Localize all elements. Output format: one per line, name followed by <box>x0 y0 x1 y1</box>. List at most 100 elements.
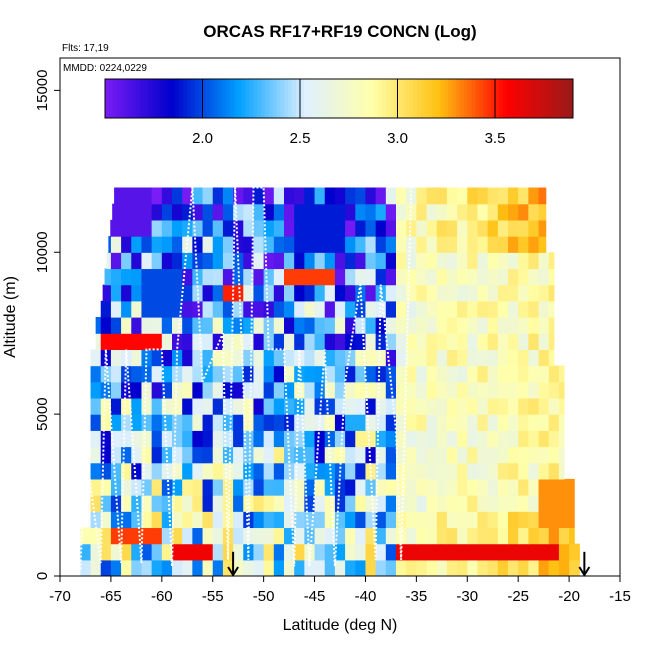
heatmap-cell <box>548 414 560 431</box>
heatmap-cell <box>284 414 295 431</box>
colorbar-segment <box>264 79 270 118</box>
heatmap-cell <box>131 365 143 383</box>
heatmap-cell <box>396 252 407 270</box>
colorbar-tick-label: 3.5 <box>485 130 506 147</box>
heatmap-cell <box>558 462 565 480</box>
x-tick-label: -15 <box>609 588 631 605</box>
colorbar-segment <box>335 79 340 118</box>
heatmap-cell <box>263 414 275 431</box>
heatmap-cell <box>222 397 234 415</box>
heatmap-cell <box>457 333 468 350</box>
heatmap-cell <box>436 187 448 205</box>
heatmap-cell <box>182 397 193 415</box>
heatmap-cell <box>110 381 122 399</box>
heatmap-cell <box>334 365 346 383</box>
heatmap-cell <box>345 559 356 576</box>
heatmap-cell <box>273 527 285 545</box>
heatmap-cell <box>426 187 438 205</box>
heatmap-cell <box>355 462 367 480</box>
heatmap-cell <box>294 414 305 431</box>
heatmap-cell <box>263 430 275 448</box>
heatmap-cell <box>212 203 224 221</box>
heatmap-cell <box>161 495 173 512</box>
heatmap-cell <box>253 397 265 415</box>
colorbar-segment <box>202 79 207 118</box>
heatmap-cell <box>365 543 377 561</box>
heatmap-cell <box>273 511 285 529</box>
heatmap-cell <box>324 236 336 253</box>
heatmap-cell <box>294 236 305 253</box>
heatmap-cell <box>558 397 565 415</box>
heatmap-cell <box>365 203 377 221</box>
heatmap-cell <box>518 527 529 545</box>
colorbar-segment <box>537 79 543 118</box>
heatmap-cell <box>151 511 163 529</box>
heatmap-cell <box>467 187 479 205</box>
heatmap-cell <box>212 300 224 318</box>
heatmap-cell <box>426 252 438 270</box>
heatmap-cell <box>182 284 193 302</box>
heatmap-cell <box>304 365 316 383</box>
colorbar-segment <box>155 79 161 118</box>
heatmap-cell <box>243 268 255 286</box>
colorbar-segment <box>342 79 348 118</box>
y-axis: 0 5000 10000 15000 <box>34 70 60 580</box>
heatmap-cell <box>212 430 224 448</box>
heatmap-cell <box>304 187 316 205</box>
heatmap-cell <box>141 219 153 237</box>
heatmap-cell <box>365 527 377 545</box>
x-tick-label: -40 <box>355 588 377 605</box>
heatmap-cell <box>192 381 204 399</box>
colorbar-segment <box>303 79 309 118</box>
heatmap-cell <box>192 203 204 221</box>
heatmap-cell <box>192 446 204 464</box>
x-axis: -70 -65 -60 -55 -50 -45 -40 -35 -30 -25 -20 -15 <box>49 576 631 605</box>
heatmap-cell <box>151 268 163 286</box>
heatmap-cell <box>161 317 173 334</box>
heatmap-cell <box>294 187 305 205</box>
heatmap-cell <box>477 430 489 448</box>
heatmap-cell <box>324 284 336 302</box>
heatmap-cell <box>365 511 377 529</box>
heatmap-cell <box>233 511 244 529</box>
heatmap-cell <box>324 317 336 334</box>
heatmap-cell <box>182 317 193 334</box>
heatmap-cell <box>273 446 285 464</box>
heatmap-cell <box>202 236 214 253</box>
heatmap-cell <box>477 527 489 545</box>
heatmap-cell <box>151 365 163 383</box>
heatmap-cell <box>110 462 122 480</box>
colorbar-segment <box>479 79 484 118</box>
heatmap-cell <box>426 284 438 302</box>
heatmap-cell <box>243 219 255 237</box>
heatmap-cell <box>80 527 92 545</box>
heatmap-cell <box>538 187 547 205</box>
heatmap-cell <box>314 333 326 350</box>
colorbar-segment <box>541 79 547 118</box>
heatmap-cell <box>457 511 468 529</box>
heatmap-cell <box>365 430 377 448</box>
heatmap-cell <box>192 236 204 253</box>
heatmap-cell <box>233 203 244 221</box>
heatmap-cell <box>467 365 479 383</box>
heatmap-cell <box>233 317 244 334</box>
heatmap-cell <box>202 317 214 334</box>
heatmap-cell <box>182 203 193 221</box>
heatmap-cell <box>324 478 336 496</box>
heatmap-cell <box>284 543 295 561</box>
heatmap-cell <box>192 284 204 302</box>
heatmap-cell <box>345 236 356 253</box>
heatmap-cells <box>80 187 580 576</box>
heatmap-cell <box>345 381 356 399</box>
heatmap-cell <box>304 284 316 302</box>
heatmap-cell <box>324 203 336 221</box>
heatmap-cell <box>467 333 479 350</box>
heatmap-cell <box>355 559 367 576</box>
heatmap-cell <box>151 187 163 205</box>
heatmap-cell <box>110 236 122 253</box>
heatmap-cell <box>304 203 316 221</box>
heatmap-cell <box>538 300 550 318</box>
heatmap-cell <box>273 559 285 576</box>
heatmap-cell <box>375 397 387 415</box>
heatmap-cell <box>477 252 489 270</box>
